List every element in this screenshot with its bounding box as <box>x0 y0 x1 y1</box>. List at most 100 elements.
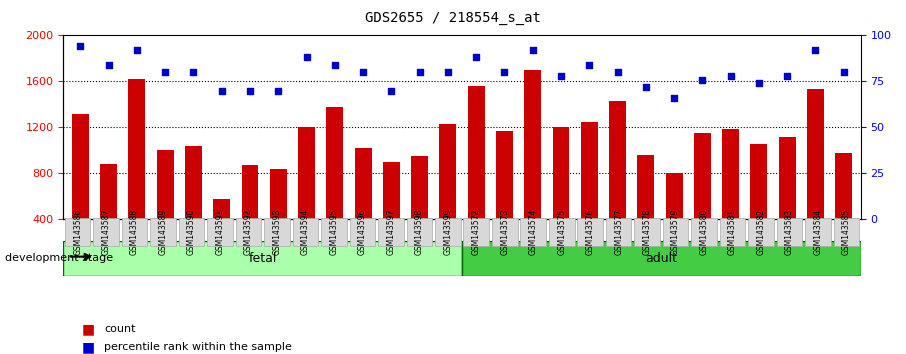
FancyBboxPatch shape <box>691 217 717 246</box>
Bar <box>637 155 654 266</box>
Text: GSM143588: GSM143588 <box>130 209 140 255</box>
Text: GSM143582: GSM143582 <box>757 209 766 255</box>
Bar <box>496 131 513 266</box>
Text: GSM143572: GSM143572 <box>472 209 481 255</box>
Bar <box>609 101 626 266</box>
Bar <box>213 199 230 266</box>
FancyBboxPatch shape <box>834 217 859 246</box>
Bar <box>722 129 739 266</box>
Text: GDS2655 / 218554_s_at: GDS2655 / 218554_s_at <box>365 11 541 25</box>
Text: GSM143596: GSM143596 <box>358 209 367 255</box>
Text: GSM143595: GSM143595 <box>330 209 339 255</box>
Point <box>440 69 455 75</box>
FancyBboxPatch shape <box>663 217 689 246</box>
FancyBboxPatch shape <box>634 217 660 246</box>
Text: GSM143583: GSM143583 <box>785 209 794 255</box>
FancyBboxPatch shape <box>63 241 462 276</box>
Text: GSM143577: GSM143577 <box>614 209 623 255</box>
Bar <box>807 90 824 266</box>
Text: GSM143578: GSM143578 <box>642 209 651 255</box>
Text: GSM143580: GSM143580 <box>699 209 708 255</box>
Bar <box>270 169 287 266</box>
Bar <box>694 133 711 266</box>
Bar <box>467 86 485 266</box>
Point <box>582 62 596 68</box>
Text: GSM143585: GSM143585 <box>842 209 851 255</box>
Point <box>187 69 201 75</box>
Point <box>215 88 229 93</box>
FancyBboxPatch shape <box>805 217 831 246</box>
Bar <box>779 137 795 266</box>
Bar <box>835 153 853 266</box>
Bar <box>101 164 117 266</box>
Text: GSM143597: GSM143597 <box>386 209 395 255</box>
Point <box>695 77 709 82</box>
Point <box>780 73 795 79</box>
Point <box>554 73 568 79</box>
Text: GSM143598: GSM143598 <box>415 209 424 255</box>
Text: percentile rank within the sample: percentile rank within the sample <box>104 342 292 352</box>
Text: GSM143579: GSM143579 <box>671 209 680 255</box>
Point <box>808 47 823 53</box>
Point <box>73 44 88 49</box>
Text: ■: ■ <box>82 322 94 336</box>
Bar <box>525 70 541 266</box>
Point <box>101 62 116 68</box>
FancyBboxPatch shape <box>236 217 261 246</box>
Text: GSM143590: GSM143590 <box>187 209 196 255</box>
FancyBboxPatch shape <box>321 217 347 246</box>
Bar <box>242 165 258 266</box>
Text: GSM143592: GSM143592 <box>244 209 253 255</box>
Text: GSM143589: GSM143589 <box>159 209 168 255</box>
FancyBboxPatch shape <box>606 217 631 246</box>
Text: GSM143599: GSM143599 <box>443 209 452 255</box>
Point <box>299 55 313 60</box>
Text: ■: ■ <box>82 340 94 354</box>
Point <box>639 84 653 90</box>
Bar <box>383 162 400 266</box>
FancyBboxPatch shape <box>178 217 205 246</box>
Bar <box>157 150 174 266</box>
Text: GSM143586: GSM143586 <box>73 209 82 255</box>
Point <box>158 69 172 75</box>
Text: GSM143581: GSM143581 <box>728 209 737 255</box>
FancyBboxPatch shape <box>150 217 176 246</box>
Point <box>384 88 399 93</box>
Bar <box>750 143 767 266</box>
Text: fetal: fetal <box>248 252 277 265</box>
Text: GSM143587: GSM143587 <box>101 209 111 255</box>
Text: GSM143593: GSM143593 <box>273 209 282 255</box>
Point <box>412 69 427 75</box>
FancyBboxPatch shape <box>65 217 91 246</box>
Point <box>328 62 342 68</box>
FancyBboxPatch shape <box>492 217 517 246</box>
Text: GSM143591: GSM143591 <box>216 209 225 255</box>
FancyBboxPatch shape <box>748 217 774 246</box>
Point <box>130 47 144 53</box>
Text: GSM143575: GSM143575 <box>557 209 566 255</box>
Bar <box>666 173 682 266</box>
Bar <box>326 107 343 266</box>
FancyBboxPatch shape <box>464 217 489 246</box>
FancyBboxPatch shape <box>435 217 460 246</box>
Point <box>525 47 540 53</box>
Bar <box>129 79 145 266</box>
Text: GSM143584: GSM143584 <box>814 209 823 255</box>
FancyBboxPatch shape <box>293 217 318 246</box>
FancyBboxPatch shape <box>121 217 148 246</box>
FancyBboxPatch shape <box>577 217 603 246</box>
FancyBboxPatch shape <box>350 217 375 246</box>
FancyBboxPatch shape <box>776 217 803 246</box>
FancyBboxPatch shape <box>207 217 233 246</box>
Text: GSM143594: GSM143594 <box>301 209 310 255</box>
Bar <box>439 124 457 266</box>
FancyBboxPatch shape <box>520 217 546 246</box>
Point <box>469 55 484 60</box>
FancyBboxPatch shape <box>407 217 432 246</box>
Bar <box>185 146 202 266</box>
Text: GSM143573: GSM143573 <box>500 209 509 255</box>
Bar <box>72 114 89 266</box>
Point <box>243 88 257 93</box>
Bar <box>354 148 371 266</box>
Point <box>611 69 625 75</box>
